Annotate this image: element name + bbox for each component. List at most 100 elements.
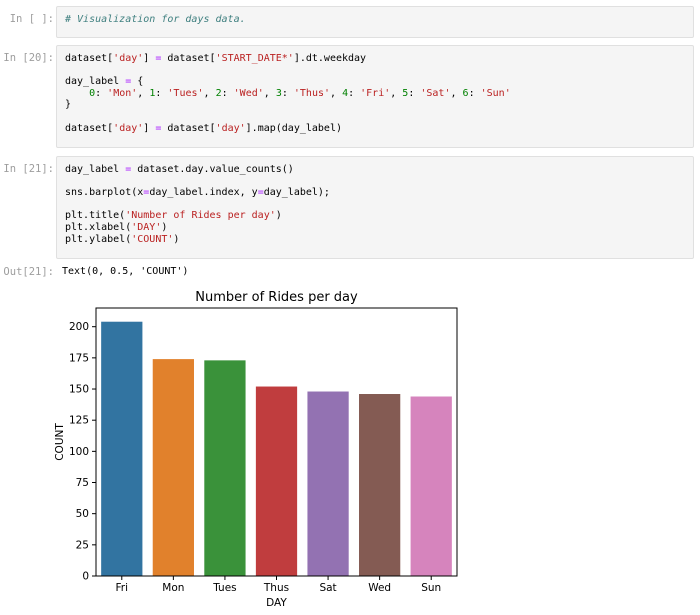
bar-tues [204,360,246,576]
output-prompt: Out[21]: [3,266,54,278]
code-token: : [281,87,294,99]
code-editor[interactable]: # Visualization for days data. [56,6,694,38]
code-token: ] [143,53,156,64]
code-token: } [65,99,72,111]
code-token: { [131,76,144,88]
code-token: ) [161,221,168,233]
code-token: = [125,164,132,175]
code-line: day_label = dataset.day.value_counts() [65,164,685,176]
code-token: # Visualization for days data. [65,14,246,25]
code-token: , [203,87,216,99]
code-token: 'Thus' [293,87,331,99]
code-token: ].map(day_label) [245,122,342,134]
code-token: 'Wed' [233,87,264,99]
bar-thus [255,386,298,576]
code-token: : [95,87,108,99]
code-token: , [263,87,276,99]
code-token: , [450,87,463,99]
code-line: dataset['day'] = dataset['day'].map(day_… [65,123,685,135]
code-line [65,111,685,123]
code-token: 'Fri' [360,87,391,99]
code-line: plt.xlabel('DAY') [65,222,685,234]
code-token: 4 [342,87,349,99]
bar-chart: 0 25 50 75 100 125 150 175 200 Fri Mon Tues Thus Sat W… [54,290,458,609]
code-token: : [221,87,234,99]
code-token: : [468,87,481,99]
code-token: , [390,87,403,99]
code-token: plt.title( [65,210,126,222]
bar-wed [359,394,401,576]
code-token: 'day' [113,122,144,134]
code-token: ) [275,210,282,222]
code-line [65,176,685,188]
code-token: 'COUNT' [131,233,174,245]
code-line: sns.barplot(x=day_label.index, y=day_lab… [65,187,685,199]
code-token: 'START_DATE*' [215,53,294,64]
y-tick-label: 100 [69,446,89,458]
code-token: dataset.day.value_counts() [131,164,294,175]
y-tick-label: 75 [76,477,89,489]
code-token: plt.ylabel( [65,233,132,245]
code-token: dataset[ [65,122,114,134]
x-tick-label: Tues [212,582,236,594]
code-token: dataset[ [65,53,114,64]
code-token: ) [173,233,180,245]
code-token: 'Mon' [107,87,138,99]
y-tick-label: 125 [69,415,89,427]
y-tick-label: 175 [69,352,89,364]
code-token: 6 [462,87,469,99]
code-token: day_label [65,76,126,88]
code-line: day_label = { [65,76,685,88]
code-token: = [155,53,162,64]
code-line: plt.title('Number of Rides per day') [65,210,685,222]
code-token: , [330,87,343,99]
code-line: # Visualization for days data. [65,14,685,26]
code-token: ] [143,122,156,134]
bar-mon [152,359,194,576]
x-tick-label: Mon [162,582,184,594]
cell-prompt: In [21]: [3,163,54,175]
code-token: : [348,87,361,99]
code-token: 2 [215,87,222,99]
code-token: : [155,87,168,99]
output-text: Text(0, 0.5, 'COUNT') [62,266,189,277]
x-tick-label: Fri [116,582,129,594]
code-editor[interactable]: day_label = dataset.day.value_counts()sn… [56,156,694,259]
code-token: = [155,122,162,134]
x-tick-label: Thus [263,582,289,594]
y-tick-label: 150 [69,384,89,396]
code-token: = [143,187,150,199]
bar-sat [307,391,349,576]
code-token: dataset[ [161,53,216,64]
code-token: sns.barplot(x [65,187,144,199]
code-token: : [408,87,421,99]
y-tick-label: 200 [69,321,89,333]
code-token: ].dt.weekday [293,53,367,64]
code-token: 'Number of Rides per day' [125,210,276,222]
code-token: , [137,87,150,99]
code-token: 'Sat' [420,87,451,99]
x-tick-label: Sun [421,582,441,594]
code-token: = [257,187,264,199]
code-line: 0: 'Mon', 1: 'Tues', 2: 'Wed', 3: 'Thus'… [65,88,685,100]
code-token: dataset[ [161,122,216,134]
code-token: 1 [149,87,156,99]
code-token: 'Tues' [167,87,204,99]
code-line: } [65,99,685,111]
chart-title: Number of Rides per day [195,290,358,305]
x-tick-label: Wed [368,582,391,594]
code-token: day_label [65,164,126,175]
y-axis-label: COUNT [54,423,66,461]
code-token: = [125,76,132,88]
code-token [65,88,89,99]
code-editor[interactable]: dataset['day'] = dataset['START_DATE*'].… [56,45,694,148]
code-token: 3 [275,87,282,99]
x-tick-label: Sat [319,582,336,594]
cell-prompt: In [ ]: [9,13,54,25]
code-line [65,199,685,211]
code-line: dataset['day'] = dataset['START_DATE*'].… [65,53,685,65]
x-axis-label: DAY [266,597,287,609]
cell-prompt: In [20]: [3,52,54,64]
code-token: 5 [402,87,409,99]
y-tick-label: 50 [76,508,89,520]
